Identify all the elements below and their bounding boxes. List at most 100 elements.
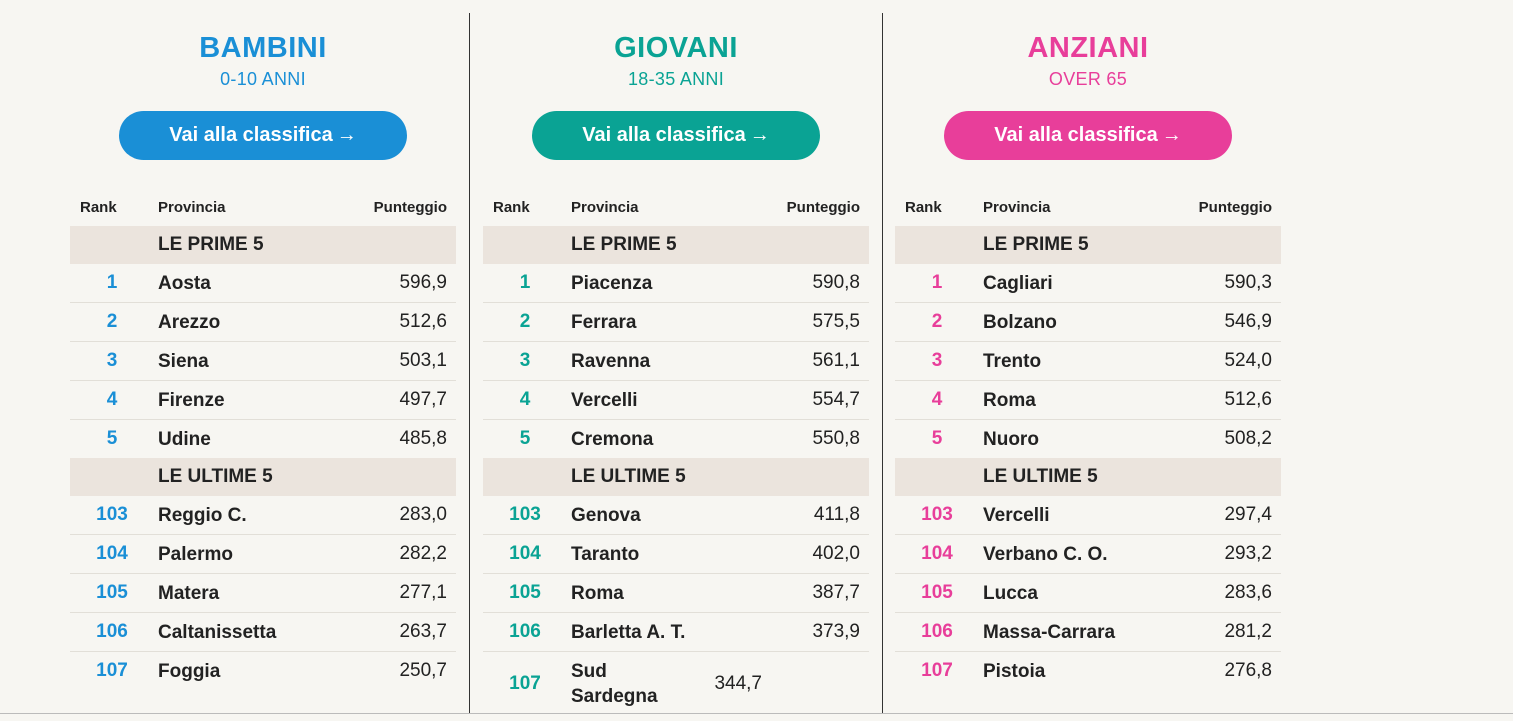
- rank: 105: [509, 582, 541, 603]
- province: Bolzano: [983, 311, 1057, 333]
- table-row: 2 Arezzo 512,6: [70, 303, 456, 342]
- section-top: LE PRIME 5: [483, 226, 869, 264]
- province: Trento: [983, 350, 1042, 372]
- table-row: 104 Palermo 282,2: [70, 535, 456, 574]
- header-rank: Rank: [905, 199, 942, 216]
- section-top: LE PRIME 5: [895, 226, 1281, 264]
- province: Taranto: [571, 543, 640, 565]
- rank: 5: [519, 428, 531, 449]
- rank: 4: [519, 389, 531, 410]
- rank: 107: [96, 660, 128, 681]
- go-to-ranking-button[interactable]: Vai alla classifica →: [944, 111, 1232, 160]
- section-bottom: LE ULTIME 5: [70, 458, 456, 496]
- province: Arezzo: [158, 311, 221, 333]
- score: 293,2: [1224, 543, 1272, 564]
- section-label: LE ULTIME 5: [983, 466, 1098, 487]
- table-header: Rank Provincia Punteggio: [483, 190, 869, 226]
- score: 524,0: [1224, 350, 1272, 371]
- table-row: 5 Cremona 550,8: [483, 420, 869, 458]
- province: Lucca: [983, 582, 1038, 604]
- header-score: Punteggio: [786, 199, 860, 216]
- table-row: 4 Vercelli 554,7: [483, 381, 869, 420]
- table-row: 103 Vercelli 297,4: [895, 496, 1281, 535]
- score: 411,8: [813, 504, 860, 525]
- table-row: 106 Barletta A. T. 373,9: [483, 613, 869, 652]
- column-bambini: BAMBINI 0-10 ANNI Vai alla classifica → R…: [70, 0, 456, 690]
- column-subtitle: 18-35 ANNI: [627, 69, 725, 89]
- score: 387,7: [812, 582, 860, 603]
- table-row: 3 Ravenna 561,1: [483, 342, 869, 381]
- province: Matera: [158, 582, 220, 604]
- column-title: GIOVANI: [614, 32, 738, 64]
- table-row: 107 Sud Sardegna 344,7: [483, 652, 869, 716]
- province: Cremona: [571, 428, 654, 450]
- table-row: 106 Massa-Carrara 281,2: [895, 613, 1281, 652]
- top-list: 1 Piacenza 590,8 2 Ferrara 575,5 3 Ravenna 561…: [483, 264, 869, 458]
- score: 282,2: [399, 543, 447, 564]
- rank: 2: [931, 311, 943, 332]
- province: Caltanissetta: [158, 621, 277, 643]
- table-row: 3 Trento 524,0: [895, 342, 1281, 381]
- header-province: Provincia: [983, 199, 1051, 216]
- score: 590,3: [1224, 272, 1272, 293]
- column-giovani: GIOVANI 18-35 ANNI Vai alla classifica → …: [483, 0, 869, 716]
- province: Piacenza: [571, 272, 653, 294]
- rank: 106: [921, 621, 953, 642]
- province: Firenze: [158, 389, 225, 411]
- section-bottom: LE ULTIME 5: [895, 458, 1281, 496]
- score: 596,9: [399, 272, 447, 293]
- section-label: LE ULTIME 5: [571, 466, 686, 487]
- header-province: Provincia: [571, 199, 639, 216]
- score: 402,0: [812, 543, 860, 564]
- column-anziani: ANZIANI OVER 65 Vai alla classifica → Ran…: [895, 0, 1281, 690]
- rank: 105: [921, 582, 953, 603]
- column-subtitle: OVER 65: [1048, 69, 1128, 89]
- table-row: 4 Firenze 497,7: [70, 381, 456, 420]
- rank: 1: [519, 272, 531, 293]
- province: Barletta A. T.: [571, 621, 686, 643]
- table-row: 107 Pistoia 276,8: [895, 652, 1281, 690]
- province: Vercelli: [983, 504, 1050, 526]
- province: Roma: [983, 389, 1036, 411]
- province: Cagliari: [983, 272, 1053, 294]
- rank: 2: [106, 311, 118, 332]
- province: Ferrara: [571, 311, 637, 333]
- column-title: ANZIANI: [1027, 32, 1149, 64]
- column-subtitle: 0-10 ANNI: [220, 69, 306, 89]
- table-row: 106 Caltanissetta 263,7: [70, 613, 456, 652]
- score: 554,7: [812, 389, 860, 410]
- table-row: 4 Roma 512,6: [895, 381, 1281, 420]
- section-label: LE ULTIME 5: [158, 466, 273, 487]
- arrow-right-icon: →: [336, 124, 357, 146]
- province: Pistoia: [983, 660, 1046, 682]
- top-list: 1 Cagliari 590,3 2 Bolzano 546,9 3 Trento 524,…: [895, 264, 1281, 458]
- button-label: Vai alla classifica: [994, 124, 1158, 146]
- score: 373,9: [812, 621, 860, 642]
- rank: 4: [931, 389, 943, 410]
- rank: 103: [509, 504, 541, 525]
- table-row: 105 Lucca 283,6: [895, 574, 1281, 613]
- score: 497,7: [399, 389, 447, 410]
- section-label: LE PRIME 5: [158, 234, 264, 255]
- rank: 3: [519, 350, 531, 371]
- province: Sud Sardegna: [571, 661, 658, 707]
- bottom-border: [0, 713, 1513, 714]
- rank: 107: [509, 673, 541, 694]
- header-score: Punteggio: [373, 199, 447, 216]
- section-label: LE PRIME 5: [571, 234, 677, 255]
- header-score: Punteggio: [1198, 199, 1272, 216]
- section-bottom: LE ULTIME 5: [483, 458, 869, 496]
- score: 250,7: [399, 660, 447, 681]
- table-row: 104 Verbano C. O. 293,2: [895, 535, 1281, 574]
- header-rank: Rank: [80, 199, 117, 216]
- bottom-list: 103 Reggio C. 283,0 104 Palermo 282,2 105 Mat…: [70, 496, 456, 690]
- score: 283,0: [399, 504, 447, 525]
- province: Nuoro: [983, 428, 1039, 450]
- province: Verbano C. O.: [983, 543, 1108, 565]
- province: Udine: [158, 428, 211, 450]
- go-to-ranking-button[interactable]: Vai alla classifica →: [119, 111, 407, 160]
- province: Massa-Carrara: [983, 621, 1116, 643]
- rank: 106: [509, 621, 541, 642]
- go-to-ranking-button[interactable]: Vai alla classifica →: [532, 111, 820, 160]
- table-row: 105 Roma 387,7: [483, 574, 869, 613]
